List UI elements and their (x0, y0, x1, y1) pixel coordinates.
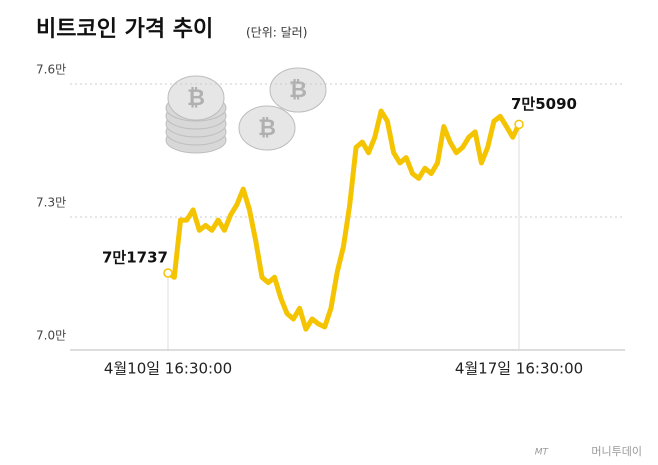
y-tick-label: 7.3만 (36, 196, 66, 210)
source: 머니투데이 (591, 445, 642, 458)
svg-text:₿: ₿ (258, 116, 276, 141)
svg-text:₿: ₿ (187, 86, 205, 111)
x-tick-label: 4월10일 16:30:00 (104, 360, 232, 378)
price-line (166, 108, 522, 332)
svg-text:₿: ₿ (289, 78, 307, 103)
value-label: 7만1737 (102, 248, 168, 266)
point-marker (163, 268, 173, 278)
x-tick-label: 4월17일 16:30:00 (455, 360, 583, 378)
y-tick-label: 7.6만 (36, 63, 66, 77)
chart-subtitle: (단위: 달러) (246, 26, 307, 40)
y-tick-label: 7.0만 (36, 329, 66, 343)
value-label: 7만5090 (511, 95, 577, 113)
logo-mark: MT (535, 448, 550, 458)
point-marker (514, 119, 524, 130)
coin-illustration: ₿ ₿ ₿ (165, 67, 327, 154)
chart-title: 비트코인 가격 추이 (36, 17, 213, 42)
